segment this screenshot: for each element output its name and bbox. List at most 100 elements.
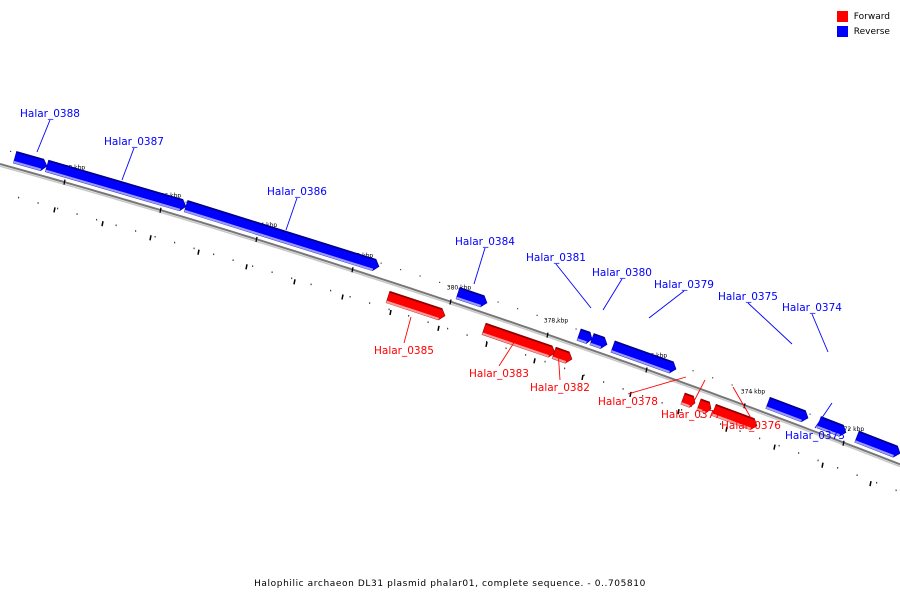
minor-tick-inner xyxy=(232,259,234,261)
gene-label[interactable]: Halar_0373 xyxy=(785,430,845,442)
gene-edge xyxy=(16,151,44,161)
gene-label[interactable]: Halar_0378 xyxy=(598,396,658,408)
gene-leader-line xyxy=(403,316,412,344)
gene-label[interactable]: Halar_0387 xyxy=(104,136,164,148)
gene-highlight xyxy=(577,338,587,344)
minor-tick-inner xyxy=(37,202,39,204)
major-tick-inner xyxy=(53,207,56,213)
gene-highlight xyxy=(610,350,670,374)
gene-edge xyxy=(769,397,806,412)
gene-Halar_0379[interactable] xyxy=(610,340,678,375)
minor-tick-inner xyxy=(213,253,215,256)
minor-tick-inner xyxy=(564,367,566,370)
gene-edge xyxy=(715,404,755,420)
gene-highlight xyxy=(765,406,802,422)
gene-label[interactable]: Halar_0382 xyxy=(530,382,590,394)
minor-tick-inner xyxy=(115,224,117,227)
major-tick-inner xyxy=(533,358,536,364)
gene-label[interactable]: Halar_0380 xyxy=(592,267,652,279)
gene-edge xyxy=(48,160,183,201)
minor-tick-outer xyxy=(751,391,753,393)
minor-tick-inner xyxy=(876,481,878,484)
gene-highlight xyxy=(45,169,181,211)
gene-edge xyxy=(459,287,485,297)
gene-Halar_0386[interactable] xyxy=(183,200,381,272)
tick-label: 380 kbp xyxy=(447,285,472,292)
tick-label: 378 kbp xyxy=(544,318,569,325)
minor-tick-inner xyxy=(388,308,390,311)
gene-Halar_0381[interactable] xyxy=(576,328,594,345)
minor-tick-inner xyxy=(330,289,332,292)
map-caption: Halophilic archaeon DL31 plasmid phalar0… xyxy=(254,579,646,589)
gene-Halar_0374[interactable] xyxy=(816,416,848,438)
major-tick-outer xyxy=(743,403,746,409)
minor-tick-inner xyxy=(739,430,741,432)
minor-tick-inner xyxy=(466,334,468,336)
gene-Halar_0384[interactable] xyxy=(455,287,489,308)
major-tick-inner xyxy=(581,374,584,381)
gene-leader-line xyxy=(602,278,623,311)
minor-tick-inner xyxy=(486,340,488,343)
gene-edge xyxy=(187,200,377,261)
gene-label[interactable]: Halar_0386 xyxy=(267,186,327,198)
gene-arrow[interactable] xyxy=(44,159,187,212)
gene-leader-line xyxy=(732,386,752,419)
gene-label[interactable]: Halar_0385 xyxy=(374,345,434,357)
gene-arrow[interactable] xyxy=(816,416,848,438)
gene-arrow[interactable] xyxy=(455,287,489,308)
gene-edge xyxy=(614,340,674,364)
gene-arrow[interactable] xyxy=(854,430,900,459)
major-tick-outer xyxy=(546,332,549,338)
gene-Halar_0377[interactable] xyxy=(696,398,713,415)
gene-leader-line xyxy=(627,376,687,395)
minor-tick-inner xyxy=(837,467,839,469)
gene-leader-line xyxy=(555,263,592,309)
gene-leader-line xyxy=(557,349,561,381)
gene-arrow[interactable] xyxy=(385,290,447,321)
gene-label[interactable]: Halar_0379 xyxy=(654,279,714,291)
gene-label[interactable]: Halar_0381 xyxy=(526,252,586,264)
minor-tick-outer xyxy=(497,301,499,303)
major-tick-outer xyxy=(255,236,258,243)
gene-edge xyxy=(820,416,844,427)
minor-tick-outer xyxy=(575,328,577,330)
minor-tick-inner xyxy=(778,444,780,447)
gene-Halar_0385[interactable] xyxy=(385,290,447,321)
gene-Halar_0378[interactable] xyxy=(680,392,697,409)
legend: Forward Reverse xyxy=(836,9,890,39)
gene-label[interactable]: Halar_0374 xyxy=(782,302,842,314)
major-tick-outer xyxy=(63,179,66,185)
gene-features xyxy=(13,151,900,459)
gene-label[interactable]: Halar_0384 xyxy=(455,236,515,248)
minor-tick-inner xyxy=(895,489,897,492)
gene-label[interactable]: Halar_0388 xyxy=(20,108,80,120)
gene-label[interactable]: Halar_0376 xyxy=(721,420,781,432)
gene-label[interactable]: Halar_0383 xyxy=(469,368,529,380)
gene-label[interactable]: Halar_0377 xyxy=(661,409,721,421)
gene-highlight xyxy=(482,332,550,358)
gene-Halar_0376[interactable] xyxy=(711,403,759,431)
gene-edge xyxy=(389,291,443,310)
gene-arrow[interactable] xyxy=(183,200,381,272)
minor-tick-inner xyxy=(798,452,800,454)
gene-Halar_0387[interactable] xyxy=(44,159,187,212)
gene-Halar_0383[interactable] xyxy=(481,322,557,359)
major-tick-inner xyxy=(197,249,200,255)
gene-labels: Halar_0388 Halar_0387 Halar_0386 Halar_0385… xyxy=(20,108,845,442)
gene-Halar_0373[interactable] xyxy=(854,430,900,459)
minor-tick-inner xyxy=(525,354,527,356)
gene-label[interactable]: Halar_0375 xyxy=(718,291,778,303)
minor-tick-outer xyxy=(731,384,733,386)
gene-Halar_0388[interactable] xyxy=(13,151,48,172)
minor-tick-outer xyxy=(185,201,187,203)
gene-Halar_0375[interactable] xyxy=(765,396,810,423)
gene-Halar_0380[interactable] xyxy=(589,333,609,350)
minor-tick-inner xyxy=(310,283,312,286)
gene-leader-line xyxy=(285,197,298,231)
minor-tick-inner xyxy=(856,474,858,476)
major-tick-inner xyxy=(485,341,488,348)
gene-Halar_0382[interactable] xyxy=(551,346,574,365)
minor-tick-outer xyxy=(458,288,460,290)
minor-tick-inner xyxy=(447,327,449,330)
gene-arrow[interactable] xyxy=(481,322,557,359)
